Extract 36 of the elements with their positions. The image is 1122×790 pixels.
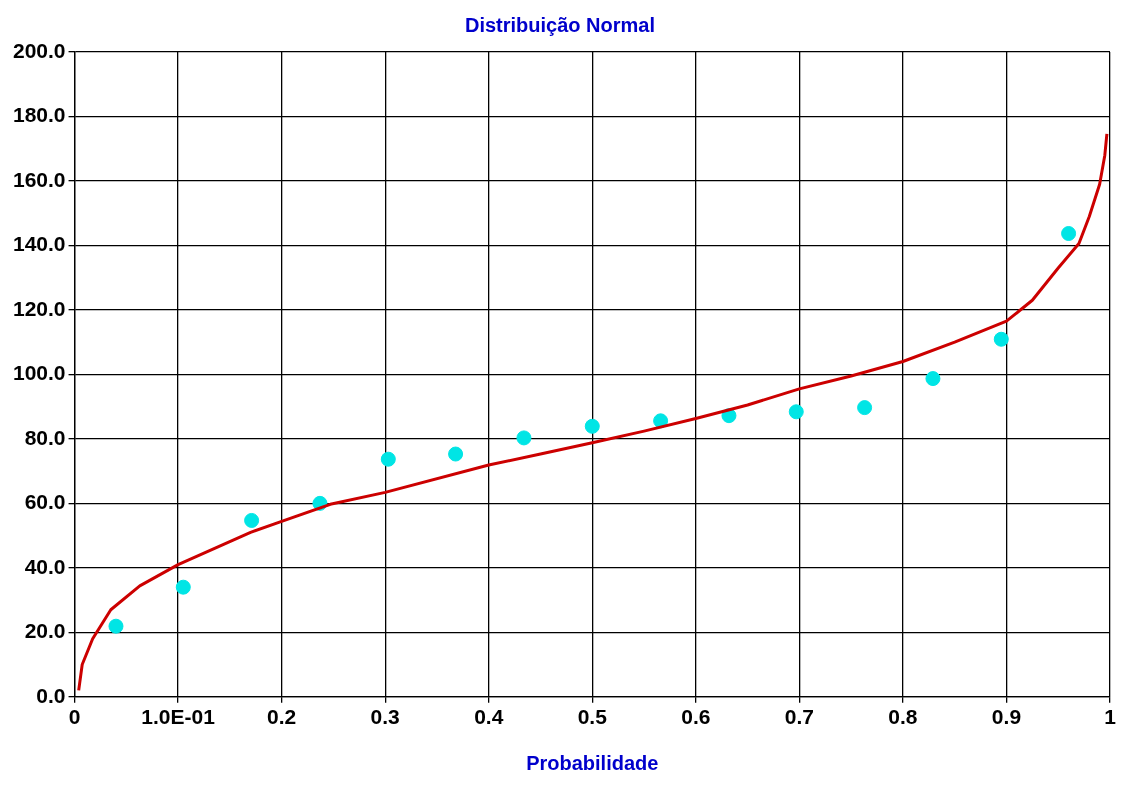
point — [244, 512, 260, 528]
y-tick-label: 180.0 — [12, 103, 66, 127]
x-tick-label: 1.0E-01 — [141, 705, 216, 729]
y-tick-label: 60.0 — [24, 490, 66, 514]
point — [108, 618, 124, 634]
chart-title: Distribuição Normal — [464, 13, 656, 36]
point — [993, 331, 1009, 347]
x-tick-label: 1 — [1104, 705, 1117, 729]
y-tick-label: 200.0 — [12, 38, 66, 62]
x-tick-label: 0.4 — [474, 705, 504, 729]
y-tick-label: 80.0 — [24, 425, 66, 449]
y-tick-label: 160.0 — [12, 167, 66, 191]
x-axis-title: Probabilidade — [526, 751, 659, 774]
y-tick-label: 140.0 — [12, 232, 66, 256]
y-tick-label: 20.0 — [24, 619, 66, 643]
point — [788, 404, 804, 420]
x-tick-label: 0.5 — [577, 705, 608, 729]
x-tick-label: 0.2 — [267, 705, 297, 729]
point — [516, 430, 532, 446]
x-tick-label: 0.6 — [681, 705, 711, 729]
x-tick-label: 0.7 — [784, 705, 814, 729]
x-tick-label: 0.8 — [888, 705, 918, 729]
y-tick-label: 100.0 — [12, 361, 66, 385]
point — [380, 451, 396, 467]
y-tick-label: 40.0 — [24, 554, 66, 578]
point — [448, 446, 464, 462]
point — [175, 579, 191, 595]
y-tick-label: 0.0 — [36, 683, 66, 707]
point — [584, 418, 600, 434]
y-tick-label: 120.0 — [12, 296, 66, 320]
point — [925, 371, 941, 387]
point — [1061, 226, 1077, 242]
x-tick-label: 0.3 — [370, 705, 400, 729]
x-tick-label: 0.9 — [991, 705, 1022, 729]
point — [857, 400, 873, 416]
x-tick-label: 0 — [68, 705, 81, 729]
